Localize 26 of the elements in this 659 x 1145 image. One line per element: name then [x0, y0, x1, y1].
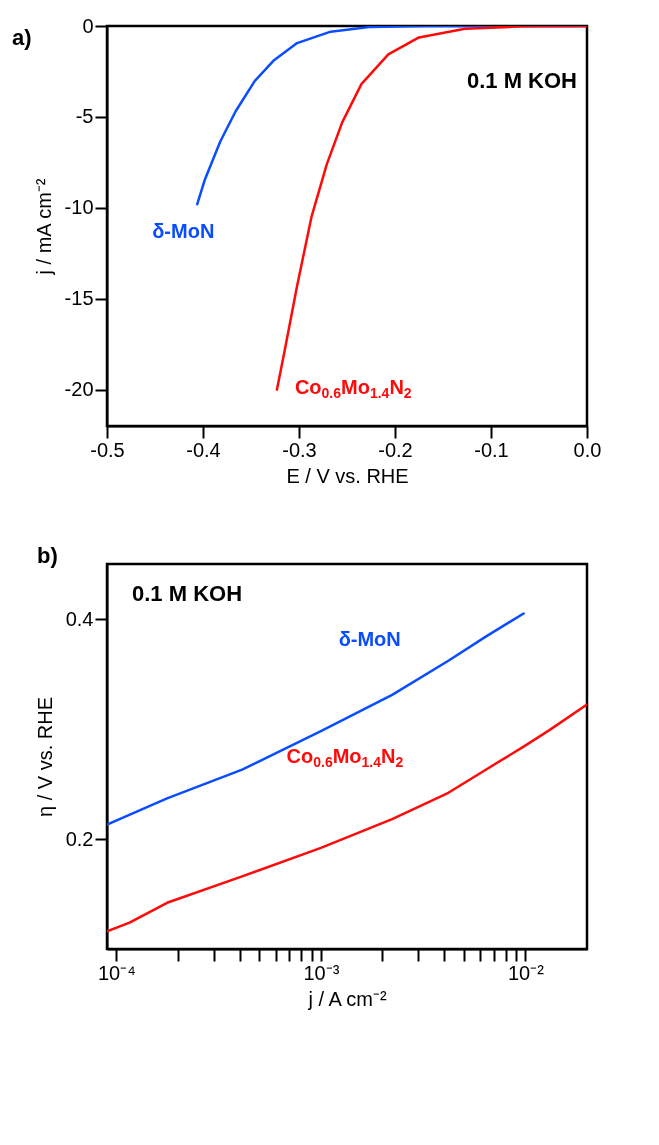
x-tick-label: -0.5	[90, 438, 125, 461]
x-tick-label: 10⁻²	[507, 961, 545, 984]
annotation: 0.1 M KOH	[132, 581, 243, 606]
x-axis-title: E / V vs. RHE	[286, 464, 409, 487]
y-tick-label: 0.4	[65, 607, 94, 630]
x-axis-title: j / A cm⁻²	[307, 987, 387, 1010]
annotation: 0.1 M KOH	[466, 68, 577, 93]
x-tick-label: 10⁻⁴	[97, 961, 136, 984]
y-tick-label: 0.2	[65, 827, 94, 850]
x-tick-label: -0.2	[378, 438, 413, 461]
y-axis-title: η / V vs. RHE	[33, 696, 56, 818]
series-label: δ-MoN	[338, 627, 401, 650]
y-tick-label: -15	[64, 287, 94, 310]
y-tick-label: -20	[64, 378, 94, 401]
series-label: δ-MoN	[152, 220, 215, 243]
x-tick-label: 10⁻³	[303, 961, 340, 984]
x-tick-label: -0.4	[186, 438, 221, 461]
y-tick-label: -10	[64, 196, 94, 219]
y-tick-label: -5	[75, 105, 94, 128]
y-axis-title: j / mA cm⁻²	[32, 178, 55, 276]
text: a)	[12, 25, 32, 50]
x-tick-label: -0.1	[474, 438, 509, 461]
x-tick-label: 0.0	[573, 438, 602, 461]
y-tick-label: 0	[82, 14, 94, 37]
text: b)	[37, 543, 58, 568]
x-tick-label: -0.3	[282, 438, 317, 461]
